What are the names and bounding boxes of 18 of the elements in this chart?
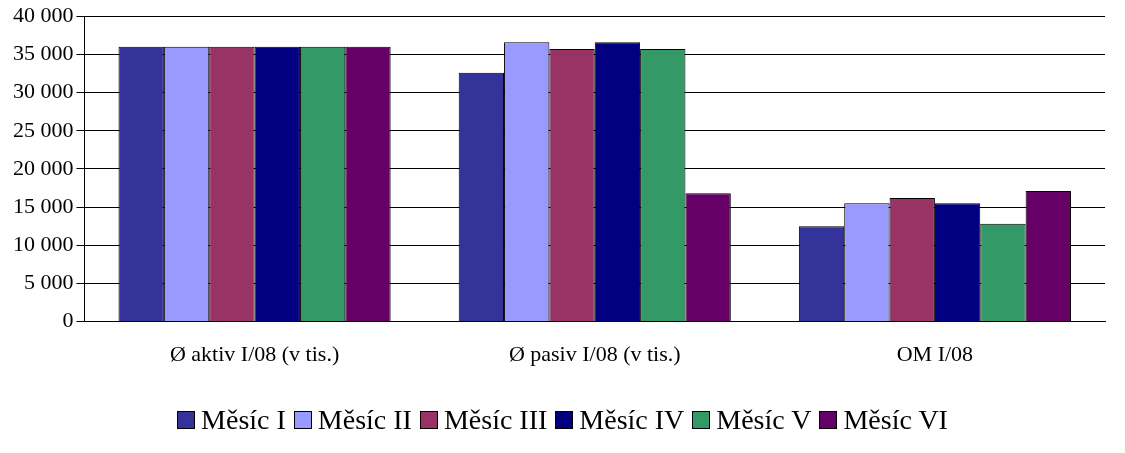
legend-label: Měsíc III: [443, 404, 548, 436]
legend-label: Měsíc II: [317, 404, 412, 436]
y-tick-label: 30 000: [13, 78, 74, 104]
y-tick-label: 15 000: [13, 192, 74, 218]
x-tick-label: Ø aktiv I/08 (v tis.): [169, 340, 340, 366]
legend-label: Měsíc IV: [579, 404, 685, 436]
legend-label: Měsíc I: [201, 404, 286, 436]
legend-label: Měsíc VI: [843, 404, 948, 436]
y-tick-label: 10 000: [13, 231, 74, 257]
y-tick-label: 0: [62, 307, 74, 333]
y-tick-label: 35 000: [13, 40, 74, 66]
y-tick-label: 40 000: [13, 1, 74, 27]
x-tick-label: OM I/08: [896, 340, 974, 366]
y-tick-label: 20 000: [13, 154, 74, 180]
legend-label: Měsíc V: [716, 404, 812, 436]
y-tick-label: 25 000: [13, 116, 74, 142]
y-tick-label: 5 000: [24, 269, 74, 295]
x-tick-label: Ø pasiv I/08 (v tis.): [508, 340, 681, 366]
